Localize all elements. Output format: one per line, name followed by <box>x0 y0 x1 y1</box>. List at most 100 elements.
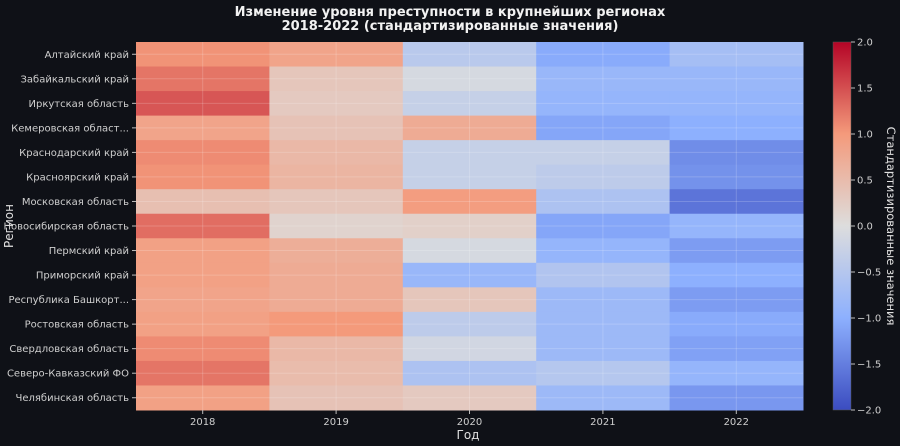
heatmap-cell <box>669 311 804 337</box>
heatmap-cells <box>136 42 804 411</box>
heatmap-cell <box>402 360 537 386</box>
x-tick-label: 2021 <box>590 417 615 428</box>
colorbar-tick-label: 1.5 <box>857 84 873 95</box>
heatmap-cell <box>136 115 270 141</box>
heatmap-cell <box>669 336 804 362</box>
heatmap-cell <box>402 115 537 141</box>
heatmap-cell <box>536 42 671 68</box>
heatmap-cell <box>536 287 671 313</box>
y-tick-label: Пермский край <box>49 246 129 257</box>
heatmap-cell <box>269 238 404 264</box>
heatmap-cell <box>269 360 404 386</box>
heatmap-cell <box>536 336 671 362</box>
heatmap-gridlines <box>136 42 803 410</box>
heatmap-cell <box>269 189 404 215</box>
heatmap-cell <box>402 140 537 166</box>
heatmap-cell <box>402 42 537 68</box>
heatmap-cell <box>136 262 270 288</box>
x-axis-label: Год <box>457 428 480 442</box>
heatmap-cell <box>136 66 270 92</box>
heatmap-cell <box>136 164 270 190</box>
heatmap-cell <box>536 164 671 190</box>
y-tick-label: Забайкальский край <box>20 74 129 85</box>
heatmap-cell <box>402 262 537 288</box>
heatmap-cell <box>402 238 537 264</box>
heatmap-cell <box>269 287 404 313</box>
heatmap-cell <box>669 66 804 92</box>
colorbar-tick-label: −0.5 <box>857 268 881 279</box>
heatmap-cell <box>536 189 671 215</box>
y-tick-label: Северо-Кавказский ФО <box>7 369 129 380</box>
y-tick-label: Свердловская область <box>9 344 129 355</box>
heatmap-cell <box>269 115 404 141</box>
heatmap-cell <box>136 42 270 68</box>
y-axis-label: Регион <box>2 204 16 248</box>
heatmap-cell <box>536 91 671 117</box>
heatmap-cell <box>669 164 804 190</box>
heatmap-cell <box>536 360 671 386</box>
heatmap-cell <box>536 238 671 264</box>
colorbar <box>832 41 852 411</box>
chart-subtitle: 2018-2022 (стандартизированные значения) <box>282 19 619 34</box>
heatmap-cell <box>269 164 404 190</box>
heatmap-cell <box>669 287 804 313</box>
y-tick-label: Красноярский край <box>26 172 129 183</box>
heatmap-cell <box>669 360 804 386</box>
heatmap-cell <box>136 189 270 215</box>
heatmap-cell <box>536 115 671 141</box>
colorbar-tick-label: 1.0 <box>857 130 873 141</box>
colorbar-tick-label: −2.0 <box>857 406 881 417</box>
heatmap-cell <box>136 336 270 362</box>
heatmap-cell <box>669 385 804 411</box>
y-tick-label: Краснодарский край <box>19 148 129 159</box>
heatmap-cell <box>402 336 537 362</box>
heatmap-cell <box>536 262 671 288</box>
x-tick-label: 2020 <box>457 417 482 428</box>
heatmap-cell <box>669 238 804 264</box>
heatmap-cell <box>669 213 804 239</box>
y-tick-label: Московская область <box>22 197 129 208</box>
colorbar-label: Стандартизированные значения <box>884 127 898 326</box>
heatmap-cell <box>269 91 404 117</box>
heatmap-cell <box>669 91 804 117</box>
heatmap-cell <box>269 311 404 337</box>
colorbar-tick-label: −1.0 <box>857 314 881 325</box>
heatmap-cell <box>536 140 671 166</box>
y-tick-label: Кемеровская област... <box>11 123 129 134</box>
colorbar-tick-label: 0.0 <box>857 222 873 233</box>
y-tick-label: Алтайский край <box>45 50 129 61</box>
heatmap-cell <box>136 287 270 313</box>
heatmap-cell <box>402 213 537 239</box>
colorbar-tick-label: −1.5 <box>857 360 881 371</box>
heatmap-cell <box>669 42 804 68</box>
heatmap-cell <box>402 164 537 190</box>
y-tick-label: Иркутская область <box>29 99 130 110</box>
chart-title: Изменение уровня преступности в крупнейш… <box>235 5 666 20</box>
heatmap-cell <box>669 115 804 141</box>
colorbar-tick-label: 2.0 <box>857 38 873 49</box>
heatmap-cell <box>402 66 537 92</box>
y-tick-label: Челябинская область <box>15 393 129 404</box>
heatmap-cell <box>536 385 671 411</box>
heatmap-cell <box>402 287 537 313</box>
heatmap-cell <box>669 189 804 215</box>
heatmap-cell <box>136 385 270 411</box>
heatmap-cell <box>269 213 404 239</box>
heatmap-cell <box>402 311 537 337</box>
heatmap-cell <box>136 360 270 386</box>
heatmap-cell <box>402 91 537 117</box>
heatmap-cell <box>136 91 270 117</box>
heatmap-cell <box>669 262 804 288</box>
heatmap-cell <box>536 66 671 92</box>
heatmap-cell <box>536 213 671 239</box>
x-tick-label: 2018 <box>190 417 215 428</box>
colorbar-tick-label: 0.5 <box>857 176 873 187</box>
y-tick-label: Новосибирская область <box>3 222 129 233</box>
y-tick-label: Приморский край <box>36 271 129 282</box>
y-tick-label: Республика Башкорт... <box>8 295 129 306</box>
heatmap-cell <box>269 42 404 68</box>
x-tick-label: 2019 <box>323 417 348 428</box>
heatmap-cell <box>136 140 270 166</box>
heatmap-cell <box>136 238 270 264</box>
